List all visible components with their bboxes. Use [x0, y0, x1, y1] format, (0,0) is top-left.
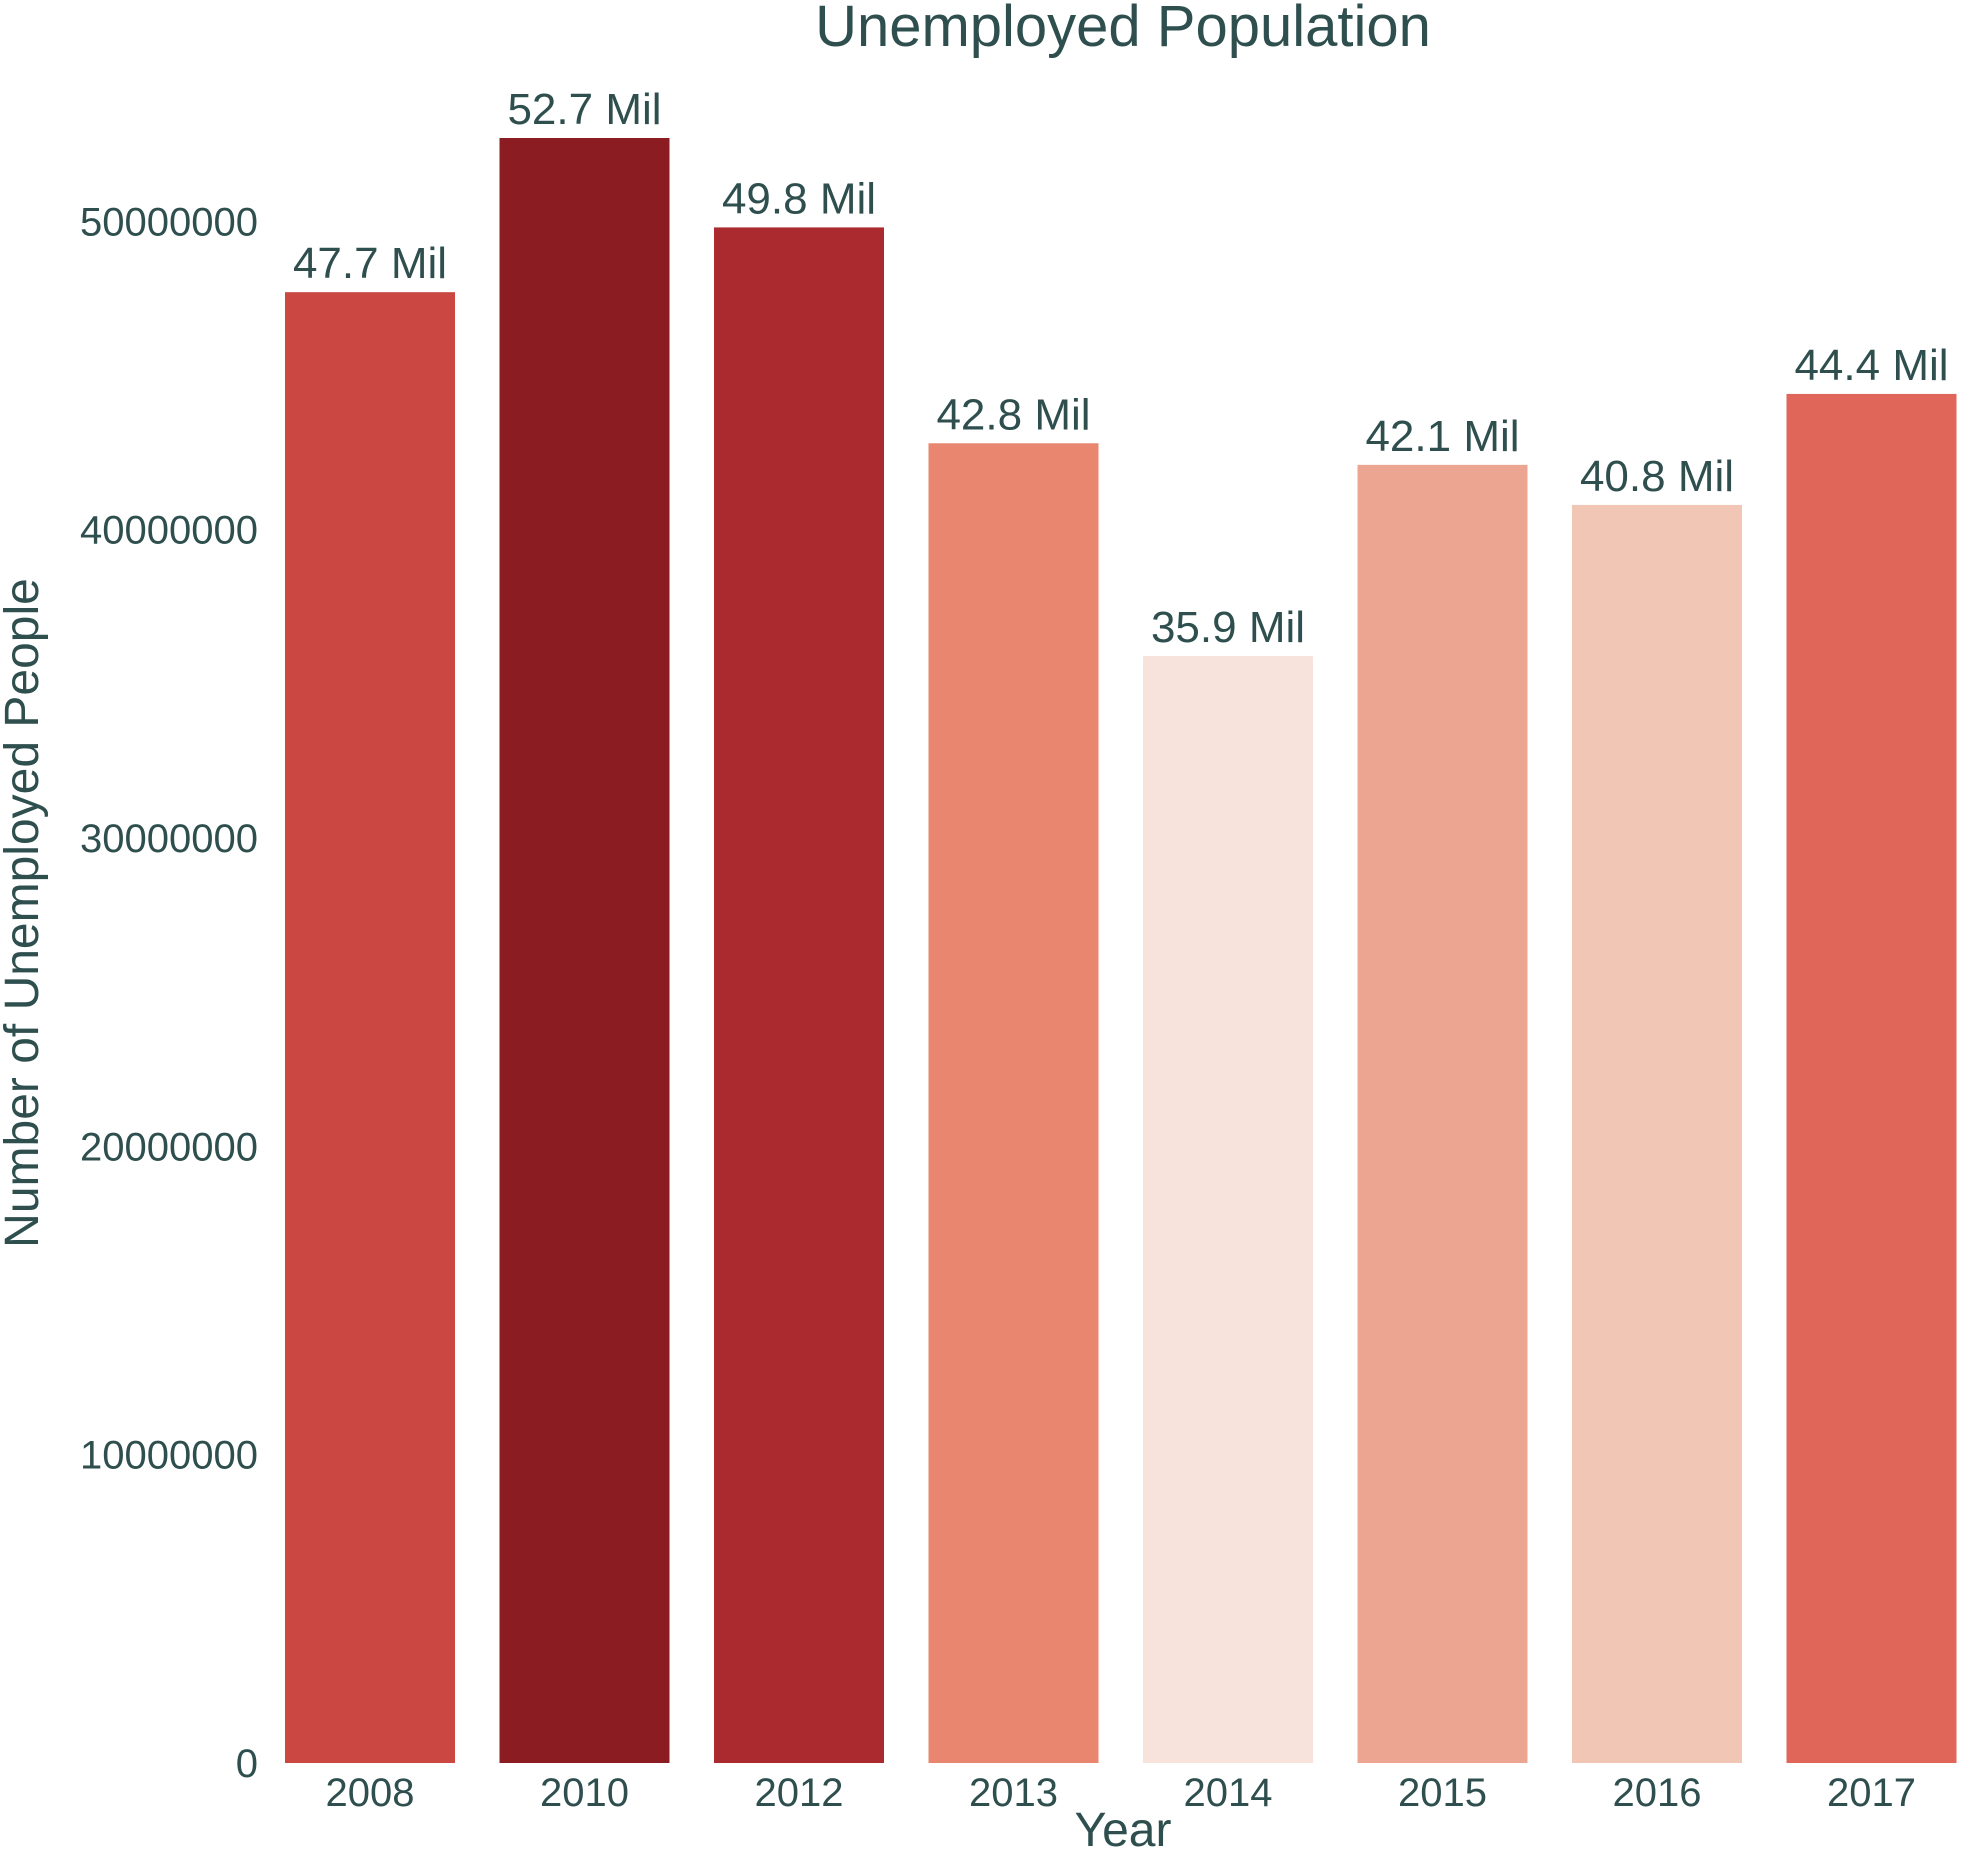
- x-tick-label-2014: 2014: [1184, 1771, 1273, 1815]
- y-axis-ticks: 0 10000000 20000000 30000000 40000000 5000000…: [80, 200, 258, 1786]
- data-label-2017: 44.4 Mil: [1794, 341, 1948, 390]
- x-axis-ticks: 2008 2010 2012 2013 2014 2015 2016 2017: [326, 1771, 1916, 1815]
- bar-2015: [1357, 464, 1528, 1763]
- x-axis-label: Year: [1075, 1804, 1172, 1853]
- y-tick-label: 10000000: [80, 1434, 258, 1478]
- y-tick-label: 50000000: [80, 200, 258, 244]
- y-tick-label: 20000000: [80, 1125, 258, 1169]
- x-tick-label-2012: 2012: [755, 1771, 844, 1815]
- bar-2010: [499, 138, 670, 1763]
- x-tick-label-2016: 2016: [1613, 1771, 1702, 1815]
- y-tick-label: 40000000: [80, 509, 258, 553]
- bar-2017: [1786, 393, 1957, 1763]
- bar-2013: [928, 443, 1099, 1764]
- data-label-2013: 42.8 Mil: [936, 390, 1090, 439]
- x-tick-label-2010: 2010: [540, 1771, 629, 1815]
- x-tick-label-2013: 2013: [969, 1771, 1058, 1815]
- data-label-2012: 49.8 Mil: [722, 174, 876, 223]
- x-tick-label-2017: 2017: [1827, 1771, 1916, 1815]
- bar-2014: [1143, 656, 1313, 1763]
- x-tick-label-2008: 2008: [326, 1771, 415, 1815]
- bar-2016: [1572, 504, 1742, 1763]
- data-label-2016: 40.8 Mil: [1580, 452, 1734, 501]
- chart-title: Unemployed Population: [815, 0, 1431, 59]
- y-tick-label: 30000000: [80, 817, 258, 861]
- bar-2012: [714, 227, 884, 1763]
- x-tick-label-2015: 2015: [1398, 1771, 1487, 1815]
- bars-group: [285, 138, 1957, 1764]
- y-axis-label: Number of Unemployed People: [0, 578, 49, 1248]
- data-label-2008: 47.7 Mil: [293, 239, 447, 288]
- data-labels-group: 47.7 Mil 52.7 Mil 49.8 Mil 42.8 Mil 35.9 Mil…: [293, 85, 1949, 652]
- bar-2008: [285, 292, 455, 1763]
- data-label-2010: 52.7 Mil: [507, 85, 661, 134]
- data-label-2014: 35.9 Mil: [1151, 603, 1305, 652]
- y-tick-label: 0: [236, 1742, 258, 1786]
- data-label-2015: 42.1 Mil: [1365, 412, 1519, 461]
